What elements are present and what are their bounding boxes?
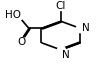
- Text: O: O: [18, 37, 26, 47]
- Text: N: N: [62, 50, 70, 60]
- Text: Cl: Cl: [56, 1, 66, 11]
- Text: HO: HO: [5, 10, 21, 20]
- Text: N: N: [82, 23, 90, 33]
